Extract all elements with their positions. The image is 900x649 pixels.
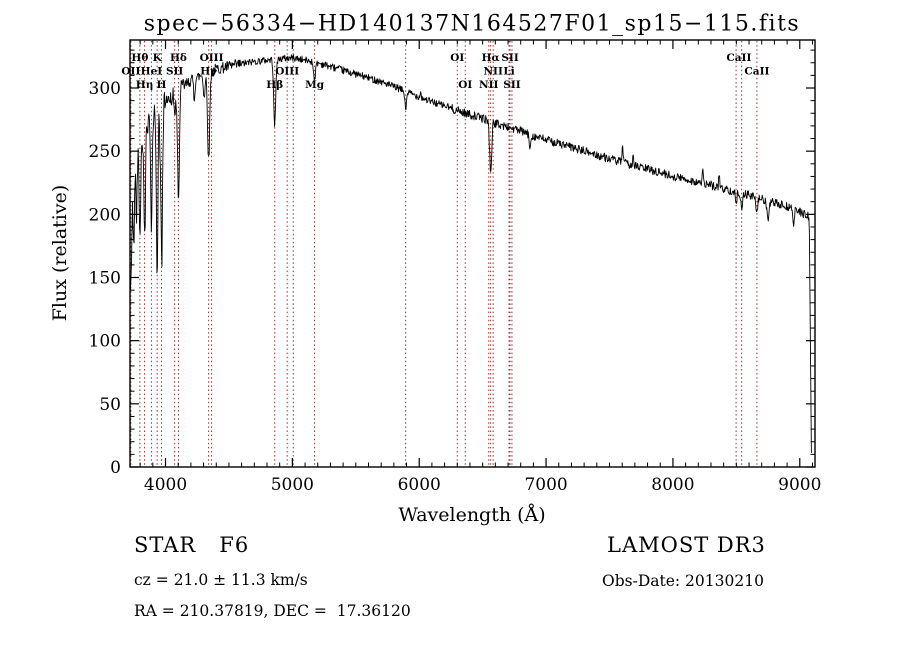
x-tick-label: 7000 bbox=[524, 475, 567, 495]
cz-value: cz = 21.0 ± 11.3 km/s bbox=[134, 571, 308, 589]
line-marker-label: Li bbox=[503, 66, 514, 78]
line-marker-label: HeI bbox=[141, 66, 163, 78]
line-marker-label: OI bbox=[458, 79, 472, 91]
y-tick-label: 150 bbox=[89, 269, 121, 289]
spectrum-line bbox=[130, 54, 812, 453]
line-marker-label: SII bbox=[501, 52, 518, 64]
line-marker-label: Hα bbox=[482, 52, 500, 64]
line-marker-label: Hγ bbox=[200, 66, 217, 78]
line-marker-label: K bbox=[153, 52, 163, 64]
plot-title: spec−56334−HD140137N164527F01_sp15−115.f… bbox=[143, 11, 801, 37]
x-tick-label: 8000 bbox=[651, 475, 694, 495]
y-tick-label: 200 bbox=[89, 205, 121, 225]
line-marker-label: SII bbox=[166, 66, 183, 78]
ra-dec-value: RA = 210.37819, DEC = 17.36120 bbox=[134, 602, 411, 620]
line-marker-label: H bbox=[156, 79, 166, 91]
y-tick-label: 300 bbox=[89, 79, 121, 99]
line-marker-label: OI bbox=[450, 52, 464, 64]
x-tick-label: 9000 bbox=[778, 475, 821, 495]
line-marker-label: OIII bbox=[275, 66, 299, 78]
object-class-label: STAR F6 bbox=[134, 533, 250, 557]
line-marker-label: CaII bbox=[744, 66, 769, 78]
spectrum-trace bbox=[130, 54, 812, 453]
line-marker-label: Hη bbox=[136, 79, 154, 91]
line-marker-label: CaII bbox=[726, 52, 751, 64]
x-tick-label: 4000 bbox=[144, 475, 187, 495]
line-marker-label: Hδ bbox=[170, 52, 187, 64]
line-marker-label: SII bbox=[503, 79, 520, 91]
line-marker-label: OIII bbox=[200, 52, 224, 64]
line-marker-label: Hβ bbox=[266, 79, 283, 91]
line-marker-label: NII bbox=[479, 79, 499, 91]
line-marker-label: OII bbox=[121, 66, 140, 78]
axes-frame bbox=[129, 39, 816, 468]
line-marker-label: Mg bbox=[305, 79, 325, 91]
y-tick-label: 50 bbox=[99, 395, 121, 415]
spectrum-plot: 4000 5000 6000 7000 8000 9000 0 50 100 150 200 250 3… bbox=[89, 39, 821, 495]
line-marker-label: NII bbox=[483, 66, 503, 78]
obs-date: Obs-Date: 20130210 bbox=[602, 572, 764, 590]
x-tick-label: 6000 bbox=[398, 475, 441, 495]
y-tick-label: 0 bbox=[110, 458, 121, 478]
line-marker-label: Hθ bbox=[131, 52, 148, 64]
x-tick-label: 5000 bbox=[271, 475, 314, 495]
survey-label: LAMOST DR3 bbox=[607, 533, 766, 557]
x-axis-label: Wavelength (Å) bbox=[398, 504, 546, 526]
y-tick-label: 250 bbox=[89, 142, 121, 162]
y-tick-label: 100 bbox=[89, 332, 121, 352]
axis-ticks: 4000 5000 6000 7000 8000 9000 0 50 100 150 200 250 3… bbox=[89, 40, 821, 495]
